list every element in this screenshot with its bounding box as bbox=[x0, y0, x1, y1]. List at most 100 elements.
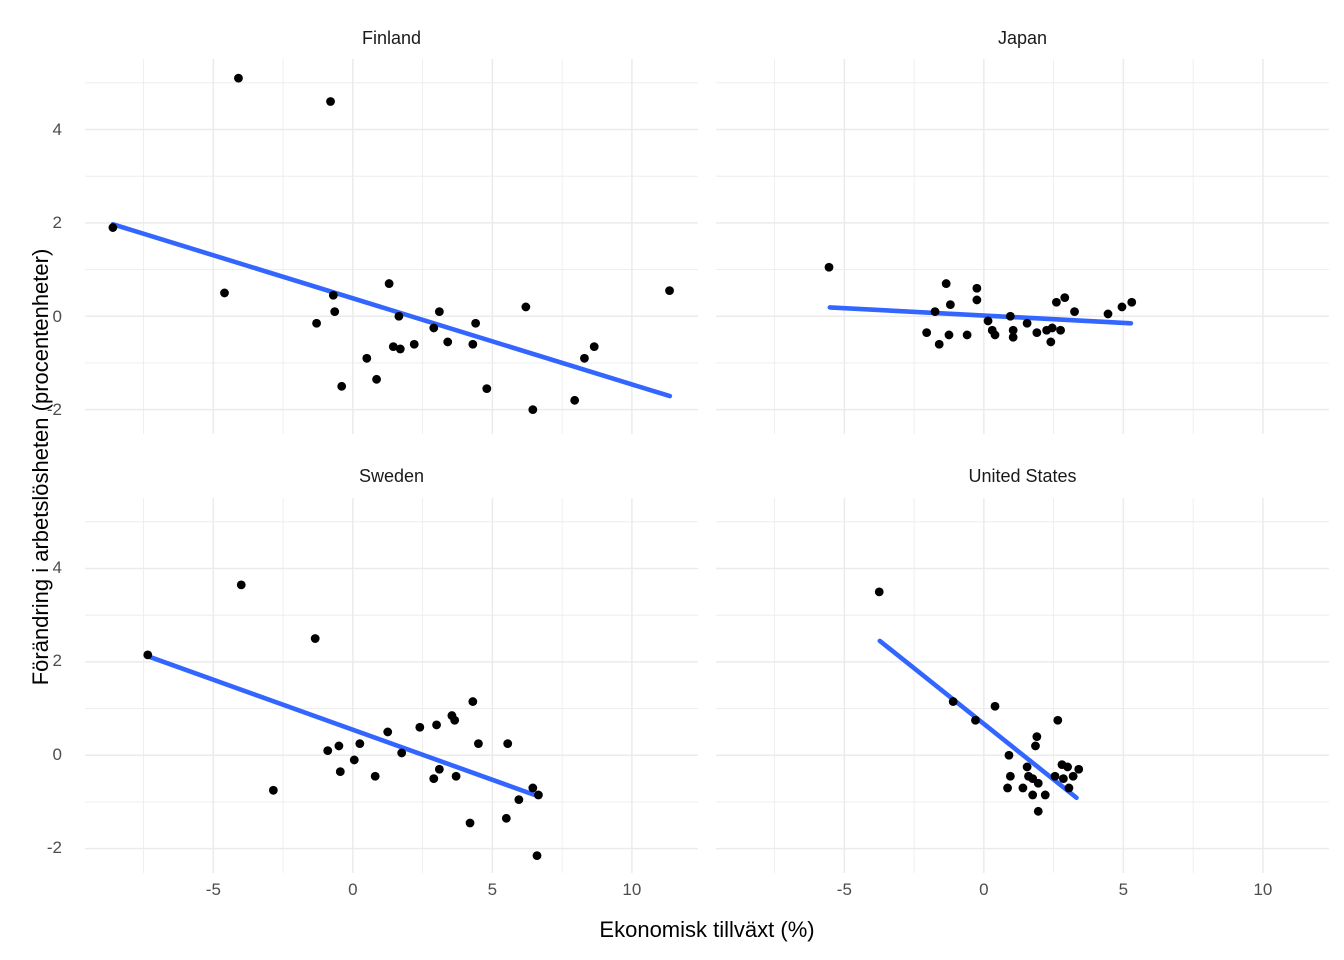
data-point bbox=[409, 340, 419, 350]
data-point bbox=[334, 741, 344, 750]
data-point bbox=[941, 279, 951, 289]
data-point bbox=[372, 375, 381, 385]
facet-panel-sweden bbox=[85, 497, 698, 873]
data-point bbox=[1074, 764, 1084, 774]
data-point bbox=[1046, 337, 1056, 347]
data-point bbox=[1005, 312, 1015, 322]
data-point bbox=[337, 382, 347, 392]
data-point bbox=[1053, 715, 1063, 725]
data-point bbox=[397, 748, 407, 757]
data-point bbox=[1005, 771, 1015, 781]
data-point bbox=[468, 696, 478, 706]
data-point bbox=[1064, 783, 1074, 792]
data-point bbox=[1040, 790, 1050, 799]
facet-panel-japan bbox=[716, 59, 1329, 435]
data-point bbox=[220, 288, 229, 298]
data-point bbox=[1103, 309, 1113, 319]
data-point bbox=[1060, 293, 1070, 303]
data-point bbox=[922, 328, 932, 338]
data-point bbox=[434, 307, 444, 317]
y-tick-label: 4 bbox=[52, 119, 62, 139]
data-point bbox=[432, 720, 441, 729]
data-point bbox=[990, 701, 1000, 711]
data-point bbox=[1127, 298, 1137, 308]
y-tick-label: 2 bbox=[52, 651, 62, 671]
data-point bbox=[429, 323, 439, 333]
data-point bbox=[143, 649, 153, 659]
data-point bbox=[326, 97, 335, 107]
data-point bbox=[1047, 323, 1057, 333]
facet-panel-finland bbox=[85, 59, 698, 435]
data-point bbox=[501, 813, 511, 823]
data-point bbox=[665, 286, 674, 296]
data-point bbox=[1063, 762, 1072, 771]
data-point bbox=[312, 319, 321, 329]
data-point bbox=[108, 223, 118, 233]
facet-title-united-states: United States bbox=[968, 466, 1077, 486]
y-tick-label: 4 bbox=[52, 558, 62, 577]
data-point bbox=[388, 342, 398, 352]
x-tick-label: 0 bbox=[348, 880, 358, 899]
data-point bbox=[465, 818, 475, 827]
data-point bbox=[349, 755, 359, 764]
data-point bbox=[934, 340, 944, 350]
data-point bbox=[355, 738, 365, 748]
data-point bbox=[972, 295, 982, 305]
data-point bbox=[310, 633, 320, 643]
data-point bbox=[990, 330, 1000, 340]
data-point bbox=[1033, 778, 1043, 788]
facet-panel-united-states bbox=[716, 497, 1329, 873]
trend-line bbox=[110, 222, 673, 399]
data-point bbox=[1003, 783, 1012, 792]
data-point bbox=[1058, 773, 1068, 783]
data-point bbox=[383, 727, 393, 736]
y-tick-label: -2 bbox=[46, 400, 62, 420]
data-point bbox=[945, 300, 955, 310]
data-point bbox=[450, 715, 460, 725]
data-point bbox=[1018, 783, 1028, 792]
data-point bbox=[370, 771, 380, 781]
data-point bbox=[384, 279, 394, 289]
data-point bbox=[1052, 298, 1061, 308]
data-point bbox=[948, 696, 958, 706]
data-point bbox=[1050, 771, 1060, 781]
y-tick-label: -2 bbox=[46, 838, 62, 858]
data-point bbox=[874, 586, 884, 596]
trend-line bbox=[145, 653, 540, 798]
data-point bbox=[1032, 731, 1042, 741]
x-tick-label: 10 bbox=[622, 880, 642, 899]
data-point bbox=[944, 330, 954, 340]
data-point bbox=[268, 785, 278, 795]
data-point bbox=[328, 291, 338, 301]
data-point bbox=[1070, 307, 1079, 317]
data-point bbox=[930, 307, 940, 317]
data-point bbox=[394, 312, 404, 322]
facet-title-finland: Finland bbox=[361, 28, 422, 48]
data-point bbox=[236, 579, 246, 589]
data-point bbox=[451, 771, 461, 781]
y-tick-label: 0 bbox=[52, 306, 62, 326]
data-point bbox=[983, 316, 993, 326]
data-point bbox=[1008, 326, 1018, 336]
data-point bbox=[1033, 806, 1043, 816]
data-point bbox=[335, 766, 345, 776]
data-point bbox=[415, 722, 425, 732]
y-tick-label: 2 bbox=[52, 213, 62, 233]
data-point bbox=[395, 344, 405, 354]
data-point bbox=[482, 384, 492, 394]
data-point bbox=[521, 302, 531, 312]
data-point bbox=[234, 74, 243, 83]
data-point bbox=[972, 284, 982, 294]
data-point bbox=[528, 783, 538, 792]
data-point bbox=[1068, 771, 1078, 781]
data-point bbox=[534, 790, 543, 799]
facet-title-sweden: Sweden bbox=[358, 466, 425, 486]
data-point bbox=[971, 715, 980, 725]
data-point bbox=[362, 354, 372, 364]
data-point bbox=[1022, 762, 1032, 771]
x-tick-label: -5 bbox=[836, 880, 852, 899]
x-axis-title: Ekonomisk tillväxt (%) bbox=[599, 917, 815, 942]
data-point bbox=[503, 738, 513, 748]
data-point bbox=[1008, 333, 1018, 343]
